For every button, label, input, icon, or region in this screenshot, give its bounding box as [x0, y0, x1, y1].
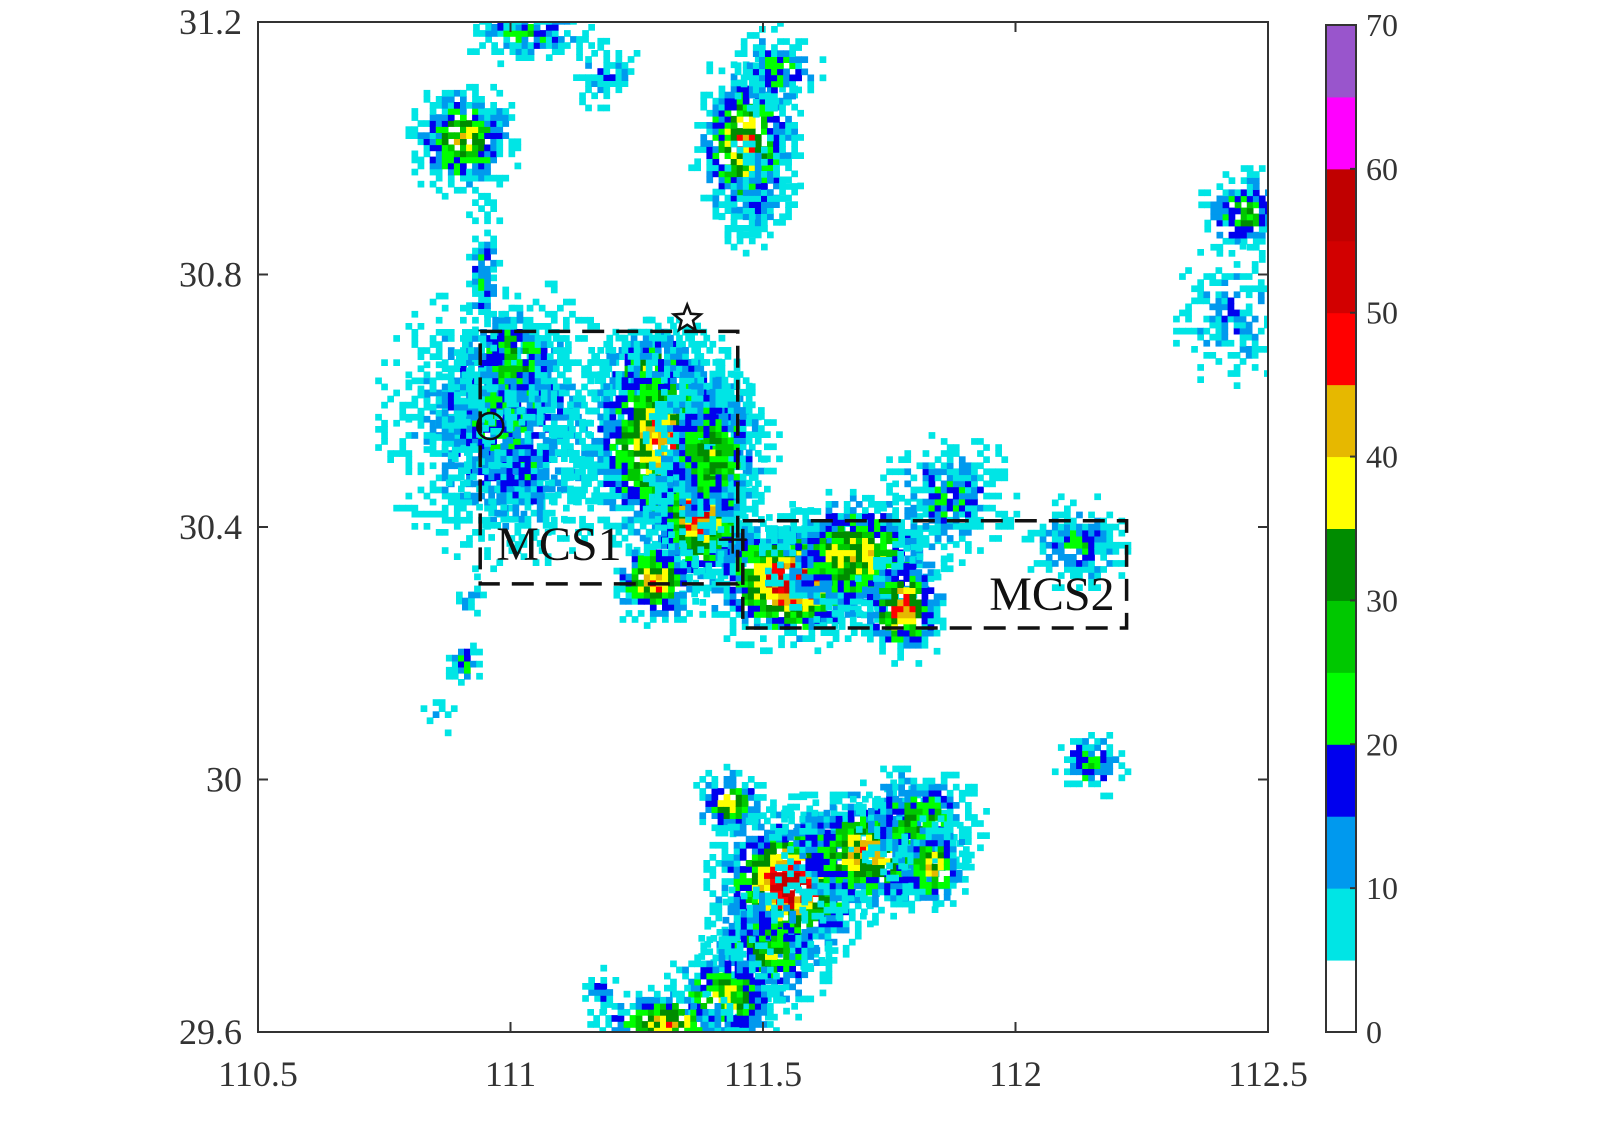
colorbar-segment-55-60	[1326, 168, 1356, 242]
colorbar-tick-label: 0	[1366, 1014, 1382, 1050]
colorbar-segment-60-65	[1326, 96, 1356, 170]
echo-cell-16	[613, 531, 706, 629]
y-tick-label: 30.8	[179, 255, 242, 295]
x-tick-label: 112	[989, 1054, 1042, 1094]
colorbar-segment-10-15	[1326, 816, 1356, 889]
colorbar-segment-20-25	[1326, 672, 1356, 745]
colorbar: 0 10 20 30 40 50 60 70	[1325, 7, 1398, 1050]
echo-cell-27	[693, 763, 773, 838]
colorbar-segment-35-40	[1326, 456, 1356, 529]
mcs1-label: MCS1	[496, 518, 621, 571]
x-tick-label: 110.5	[218, 1054, 298, 1094]
colorbar-segment-65-70	[1326, 25, 1356, 98]
echo-cell-19	[854, 544, 947, 667]
echo-cell-24	[456, 573, 487, 617]
colorbar-tick-label: 60	[1366, 151, 1398, 187]
x-tick-label: 112.5	[1228, 1054, 1308, 1094]
echo-cell-26	[420, 699, 458, 737]
echo-cell-25	[445, 642, 483, 686]
colorbar-segment-15-20	[1326, 744, 1356, 817]
colorbar-frame	[1325, 24, 1357, 1033]
echo-cell-33	[658, 936, 798, 1032]
colorbar-segment-30-35	[1326, 528, 1356, 601]
colorbar-tick-label: 40	[1366, 439, 1398, 475]
colorbar-segment-0-5	[1326, 960, 1356, 1033]
x-tick-label: 111.5	[724, 1054, 802, 1094]
echo-cell-35	[1051, 732, 1132, 800]
echo-cell-7	[467, 22, 595, 68]
mcs1-box	[478, 329, 740, 586]
echo-cell-6	[405, 83, 522, 200]
colorbar-segment-45-50	[1326, 312, 1356, 386]
x-tick-label: 111	[485, 1054, 536, 1094]
echo-cell-5	[466, 193, 504, 352]
y-tick-label: 29.6	[179, 1012, 242, 1052]
x-axis: 110.5 111 111.5 112 112.5	[218, 22, 1308, 1094]
echo-cell-22	[1198, 165, 1268, 263]
mcs2-box	[741, 518, 1129, 630]
colorbar-tick-label: 70	[1366, 7, 1398, 43]
y-tick-label: 30	[206, 760, 242, 800]
echo-cell-31	[895, 815, 975, 913]
echo-cell-8	[573, 37, 641, 112]
colorbar-tick-label: 30	[1366, 582, 1398, 618]
y-tick-label: 31.2	[179, 2, 242, 42]
mcs2-label: MCS2	[989, 568, 1114, 621]
echo-cell-10	[734, 22, 827, 118]
radar-site-star	[670, 301, 704, 333]
echo-cell-4	[456, 304, 572, 421]
station-circle	[476, 411, 505, 441]
colorbar-tick-label: 10	[1366, 870, 1398, 906]
echo-cell-23	[1173, 242, 1268, 389]
annotation-layer: MCS1 MCS2	[476, 301, 1129, 630]
colorbar-segment-5-10	[1326, 888, 1356, 961]
echo-cell-15	[642, 358, 783, 554]
colorbar-segment-25-30	[1326, 600, 1356, 673]
echo-cell-11	[718, 134, 798, 257]
station-plus	[718, 525, 747, 554]
colorbar-segment-40-45	[1326, 384, 1356, 458]
echo-cell-34	[587, 984, 740, 1032]
colorbar-tick-label: 50	[1366, 295, 1398, 331]
y-tick-label: 30.4	[179, 507, 242, 547]
echo-cell-36	[582, 964, 620, 1014]
y-axis: 29.6 30 30.4 30.8 31.2	[179, 2, 1268, 1052]
colorbar-tick-label: 20	[1366, 726, 1398, 762]
colorbar-segment-50-55	[1326, 240, 1356, 314]
